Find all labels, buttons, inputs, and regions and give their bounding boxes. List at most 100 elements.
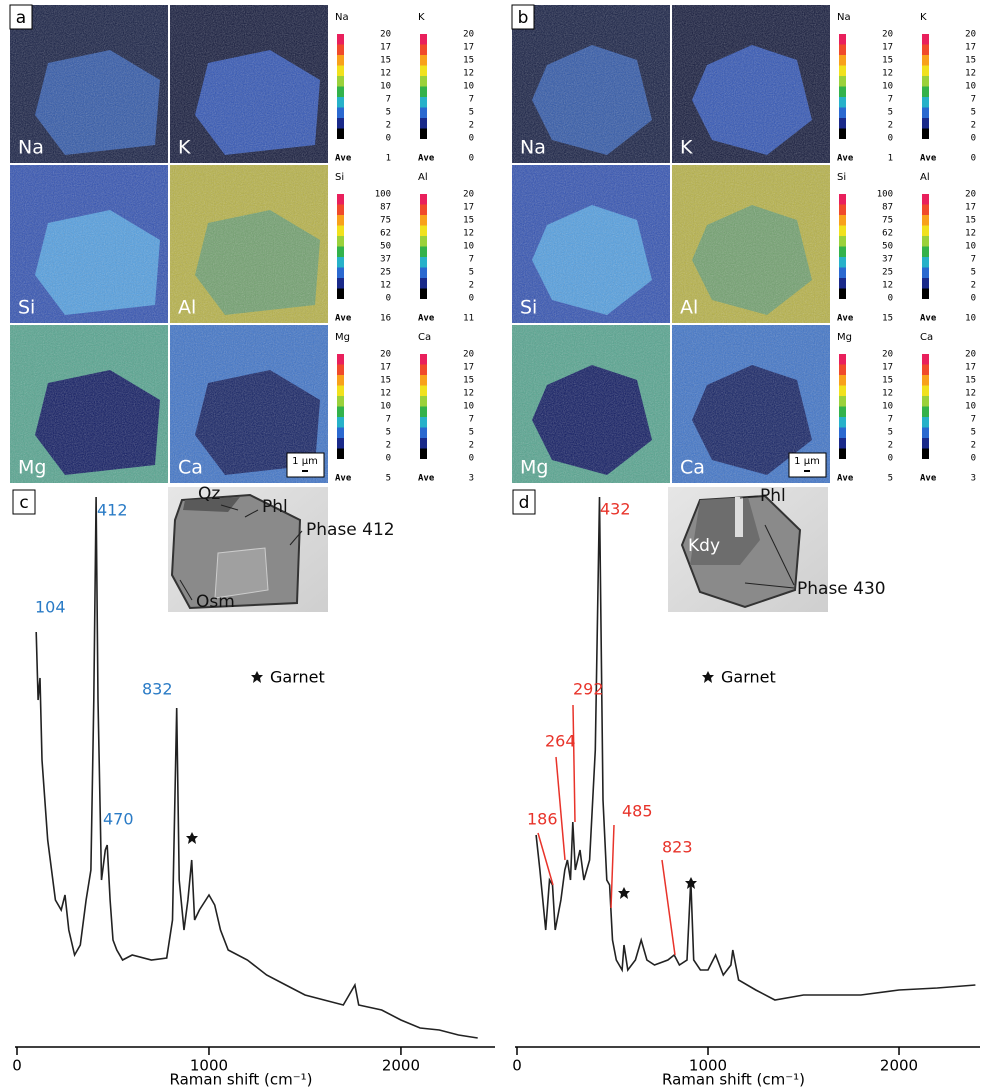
- scale-tick-label: 15: [380, 56, 391, 66]
- ave-value: 1: [888, 154, 893, 164]
- scale-swatch: [337, 55, 344, 66]
- scale-swatch: [922, 278, 929, 289]
- ave-label: Ave: [335, 314, 352, 324]
- ave-value: 1: [386, 154, 391, 164]
- scale-element: Na: [335, 12, 349, 23]
- scale-tick-label: 12: [380, 281, 391, 291]
- scale-swatch: [420, 194, 427, 205]
- ave-value: 5: [888, 474, 893, 484]
- map-label: Si: [520, 297, 537, 319]
- scale-swatch: [839, 44, 846, 55]
- scale-tick-label: 15: [965, 376, 976, 386]
- scale-tick-label: 75: [882, 216, 893, 226]
- scale-swatch: [839, 267, 846, 278]
- scale-swatch: [922, 354, 929, 365]
- scale-tick-label: 5: [971, 108, 976, 118]
- scale-tick-label: 0: [469, 134, 474, 144]
- noise: [10, 5, 168, 163]
- scale-swatch: [839, 396, 846, 407]
- scale-swatch: [337, 225, 344, 236]
- panel-letter: c: [19, 493, 28, 513]
- scale-bar-label: 1 µm: [794, 456, 820, 467]
- scale-swatch: [337, 128, 344, 139]
- panel-letter-box: [511, 4, 535, 30]
- noise: [10, 165, 168, 323]
- peak-leader: [661, 859, 676, 956]
- scale-swatch: [839, 86, 846, 97]
- scale-swatch: [420, 406, 427, 417]
- scale-swatch: [420, 354, 427, 365]
- peak-label: 485: [622, 802, 653, 821]
- scale-swatch: [839, 288, 846, 299]
- peak-label: 412: [97, 501, 128, 520]
- scale-tick-label: 10: [965, 402, 976, 412]
- scale-element: Al: [418, 172, 428, 183]
- scale-swatch: [420, 257, 427, 268]
- scale-tick-label: 0: [971, 134, 976, 144]
- scale-swatch: [922, 225, 929, 236]
- map-label: Al: [178, 297, 196, 319]
- scale-swatch: [922, 448, 929, 459]
- scale-tick-label: 87: [882, 203, 893, 213]
- scale-tick-label: 20: [463, 350, 474, 360]
- scale-tick-label: 17: [380, 43, 391, 53]
- ave-value: 3: [469, 474, 474, 484]
- scale-swatch: [922, 194, 929, 205]
- legend-label: Garnet: [270, 668, 325, 687]
- scale-swatch: [922, 65, 929, 76]
- scale-swatch: [420, 396, 427, 407]
- x-tick-label: 1000: [689, 1057, 727, 1075]
- scale-bar-label: 1 µm: [292, 456, 318, 467]
- panel-letter: b: [518, 8, 529, 28]
- inset-label: Qz: [198, 484, 220, 504]
- ave-label: Ave: [837, 474, 854, 484]
- scale-swatch: [337, 44, 344, 55]
- scale-swatch: [922, 44, 929, 55]
- scale-swatch: [839, 215, 846, 226]
- scale-swatch: [337, 354, 344, 365]
- inset-label: Kdy: [688, 536, 720, 556]
- scale-swatch: [420, 385, 427, 396]
- map-label: Ca: [680, 457, 705, 479]
- scale-swatch: [922, 406, 929, 417]
- scale-swatch: [420, 97, 427, 108]
- peak-label: 264: [545, 732, 576, 751]
- scale-swatch: [922, 97, 929, 108]
- scale-tick-label: 20: [380, 30, 391, 40]
- noise: [512, 325, 670, 483]
- scale-tick-label: 2: [971, 441, 976, 451]
- scale-swatch: [922, 128, 929, 139]
- scale-tick-label: 0: [888, 294, 893, 304]
- ave-value: 11: [463, 314, 474, 324]
- scale-swatch: [839, 107, 846, 118]
- scale-tick-label: 5: [971, 428, 976, 438]
- scale-tick-label: 20: [463, 190, 474, 200]
- scale-swatch: [420, 215, 427, 226]
- peak-label: 186: [527, 810, 558, 829]
- peak-label: 832: [142, 680, 173, 699]
- ave-value: 16: [380, 314, 391, 324]
- panel-letter-box: [512, 489, 536, 515]
- scale-swatch: [337, 118, 344, 129]
- scale-tick-label: 62: [380, 229, 391, 239]
- x-tick-label: 0: [12, 1057, 22, 1075]
- scale-swatch: [337, 267, 344, 278]
- x-tick-label: 2000: [382, 1057, 420, 1075]
- scale-tick-label: 2: [888, 441, 893, 451]
- scale-element: Si: [837, 172, 846, 183]
- scale-tick-label: 7: [386, 415, 391, 425]
- scale-swatch: [839, 34, 846, 45]
- scale-element: Si: [335, 172, 344, 183]
- noise: [170, 5, 328, 163]
- ave-label: Ave: [920, 474, 937, 484]
- scale-tick-label: 37: [380, 255, 391, 265]
- scale-tick-label: 15: [463, 56, 474, 66]
- scale-swatch: [420, 288, 427, 299]
- noise: [512, 165, 670, 323]
- scale-tick-label: 5: [469, 108, 474, 118]
- scale-tick-label: 12: [965, 229, 976, 239]
- scale-tick-label: 12: [380, 69, 391, 79]
- scale-tick-label: 15: [882, 56, 893, 66]
- x-tick-label: 1000: [190, 1057, 228, 1075]
- ave-value: 3: [971, 474, 976, 484]
